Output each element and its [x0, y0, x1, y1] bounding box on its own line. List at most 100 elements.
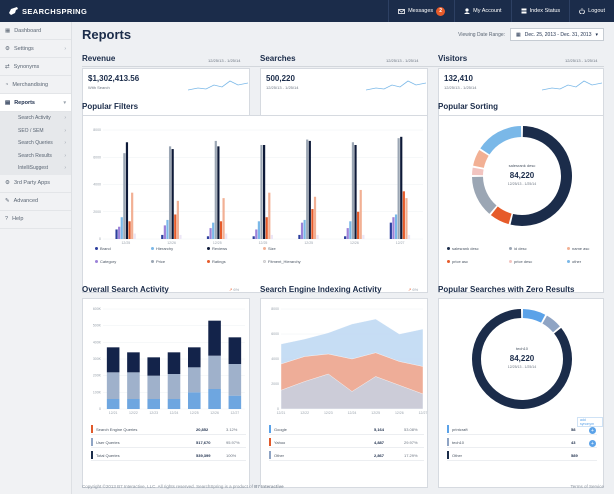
legend-price: Price: [151, 259, 165, 264]
bar: [303, 219, 306, 239]
bar: [316, 234, 319, 239]
chevron-right-icon: ›: [64, 165, 66, 172]
revenue-value: $1,302,413.56: [88, 74, 140, 83]
stacked-bar-segment: [106, 399, 120, 409]
logo[interactable]: SEARCHSPRING: [8, 6, 87, 16]
bar: [206, 236, 210, 239]
indexing-row-google: Google 5,164 53.08%: [269, 424, 424, 435]
bar: [260, 144, 263, 239]
legend-reviews: Reviews: [207, 246, 227, 251]
y-tick-label: 200K: [93, 374, 102, 378]
flame-icon: ↗: [229, 287, 233, 292]
sidebar-item-dashboard[interactable]: ▦ Dashboard: [0, 22, 71, 40]
header-divider: [82, 66, 604, 67]
y-tick-label: 6000: [93, 155, 101, 159]
searches-card[interactable]: 500,220 12/25/13 - 1/25/14: [260, 68, 428, 116]
revenue-range: 12/25/13 - 1/25/14: [208, 58, 241, 63]
messages-link[interactable]: Messages 2: [388, 0, 454, 22]
bar: [407, 234, 411, 239]
bar: [214, 140, 217, 239]
wrench-icon: ✎: [5, 198, 10, 204]
bar: [257, 221, 260, 239]
logout-label: Logout: [588, 8, 605, 14]
indexing-row-yahoo: Yahoo 4,887 29.97%: [269, 437, 424, 448]
sidebar-item-3rd-party-apps[interactable]: ⚙ 3rd Party Apps: [0, 175, 71, 193]
legend-price-asc: price asc: [447, 259, 468, 264]
bar: [265, 217, 268, 239]
bar: [346, 228, 349, 239]
bar: [166, 219, 169, 239]
app-name: SEARCHSPRING: [22, 6, 88, 16]
visitors-card[interactable]: 132,410 12/25/13 - 1/25/14: [438, 68, 604, 116]
visitors-sparkline: [542, 80, 602, 91]
stacked-bar-segment: [167, 352, 181, 374]
stacked-bar-segment: [127, 372, 140, 399]
visitors-range: 12/25/13 - 1/25/14: [565, 58, 598, 63]
indexing-row-other: Other 2,867 17.29%: [269, 450, 424, 461]
user-icon: [464, 8, 471, 14]
y-tick-label: 4000: [271, 357, 279, 361]
chevron-right-icon: ›: [64, 115, 66, 122]
stacked-bar-segment: [147, 357, 161, 376]
sidebar-item-advanced[interactable]: ✎ Advanced: [0, 193, 71, 211]
y-tick-label: 8000: [271, 307, 279, 311]
apps-icon: ⚙: [5, 180, 10, 186]
x-tick-label: 12/25: [213, 241, 222, 245]
legend-category: Category: [95, 259, 116, 264]
sorting-center-sub: 12/25/13 - 1/25/14: [507, 182, 537, 186]
popular-filters-chart: 8000 6000 4000 2000 0 12/25 12/26 12/25 12/25 12/…: [93, 128, 423, 245]
stacked-bar-segment: [187, 347, 201, 368]
sidebar-subitem-search-queries[interactable]: Search Queries ›: [0, 137, 71, 150]
sidebar-item-reports[interactable]: ▤ Reports ▾: [0, 94, 71, 112]
revenue-card[interactable]: $1,302,413.56 With Search: [82, 68, 250, 116]
legend-price-desc: price desc: [509, 259, 532, 264]
envelope-icon: [398, 8, 405, 14]
add-synonym-button[interactable]: +: [589, 440, 596, 447]
zero-row-printcraft: printcraft 58: [447, 424, 597, 435]
bar: [392, 217, 395, 239]
bar: [306, 139, 309, 239]
sidebar-item-merchandising[interactable]: ◔ Merchandising: [0, 76, 71, 94]
sidebar-item-settings[interactable]: ⚙ Settings ›: [0, 40, 71, 58]
terms-link[interactable]: Terms of Service: [570, 484, 604, 489]
my-account-link[interactable]: My Account: [454, 0, 510, 22]
add-synonym-button[interactable]: +: [589, 427, 596, 434]
footer-brand-link[interactable]: B7 Interactive: [254, 484, 284, 489]
overall-row-user-queries: User Queries 517,670 95.97%: [91, 437, 246, 448]
bar: [131, 192, 134, 239]
sidebar-subitem-seo-sem[interactable]: SEO / SEM ›: [0, 124, 71, 137]
bar: [179, 234, 182, 239]
donut-slice: [472, 309, 572, 409]
zero-center-label: tech10: [515, 346, 528, 351]
y-tick-label: 0: [277, 407, 279, 411]
sidebar-item-synonyms[interactable]: ⇄ Synonyms: [0, 58, 71, 76]
page-title: Reports: [82, 27, 132, 42]
bar: [125, 142, 129, 239]
date-range-row: Viewing Date Range: ▦ Dec. 25, 2013 - De…: [458, 28, 604, 41]
zero-results-card: tech10 84,220 12/25/13 - 1/25/14 add syn…: [438, 298, 604, 488]
y-tick-label: 0: [99, 407, 101, 411]
indexing-trend: ↗ 6%: [408, 287, 419, 292]
x-tick-label: 12/22: [300, 411, 309, 415]
sidebar-subitem-search-activity[interactable]: Search Activity ›: [0, 112, 71, 125]
chevron-right-icon: ›: [64, 127, 66, 134]
sidebar-subitem-search-results[interactable]: Search Results ›: [0, 149, 71, 162]
donut-slice: [522, 309, 546, 323]
logout-link[interactable]: Logout: [569, 0, 614, 22]
chart-icon: ▤: [5, 99, 11, 106]
bar: [174, 214, 177, 239]
stacked-bar-segment: [187, 367, 201, 393]
bar: [168, 146, 172, 239]
sidebar-subitem-intellisuggest[interactable]: IntelliSuggest ›: [0, 162, 71, 175]
visitors-sub: 12/25/13 - 1/25/14: [444, 85, 477, 90]
donut-slice: [480, 126, 522, 155]
sidebar-item-help[interactable]: ? Help: [0, 211, 71, 229]
donut-slice: [490, 206, 512, 225]
date-range-picker[interactable]: ▦ Dec. 25, 2013 - Dec. 31, 2013 ▾: [510, 28, 604, 41]
flame-icon: ↗: [408, 287, 412, 292]
x-tick-label: 12/25: [304, 241, 313, 245]
bar: [351, 142, 355, 239]
index-status-link[interactable]: Index Status: [510, 0, 570, 22]
donut-slice: [472, 167, 484, 176]
dashboard-icon: ▦: [5, 27, 11, 34]
